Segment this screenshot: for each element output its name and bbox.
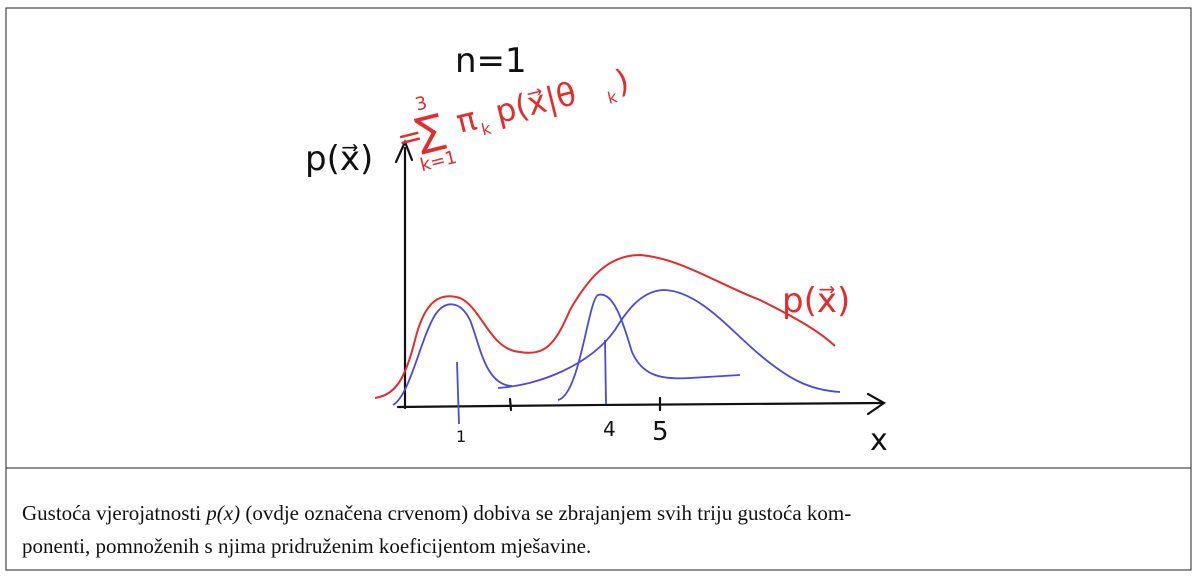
y-axis-label: p(x⃗) [305, 139, 373, 179]
caption-text: (ovdje označena crvenom) dobiva se zbraj… [240, 501, 851, 525]
marker [604, 339, 607, 405]
pi-k: k [479, 119, 493, 140]
x-axis-label: x [870, 423, 888, 458]
mixture-density [374, 253, 836, 399]
x-axis [396, 401, 884, 409]
x-tick-label: 1 [456, 427, 466, 446]
components [392, 289, 841, 425]
component-1 [392, 303, 513, 406]
tick [508, 397, 513, 412]
caption-math: p(x) [204, 501, 240, 525]
component-3 [557, 293, 741, 401]
axes [394, 139, 887, 416]
caption-text: Gustoća vjerojatnosti [22, 501, 206, 525]
x-arrow [866, 392, 887, 416]
n-label: n=1 [455, 41, 527, 81]
sum-upper: 3 [413, 92, 429, 115]
caption-line: Gustoća vjerojatnosti p(x) (ovdje označe… [22, 501, 851, 525]
curve-label: p(x⃗) [782, 281, 850, 321]
component-density: p(x⃗|θ [491, 74, 580, 131]
caption-line: ponenti, pomnoženih s njima pridruženim … [22, 534, 591, 558]
x-tick-label: 4 [603, 417, 616, 441]
marker [456, 361, 460, 425]
frame [5, 7, 1192, 571]
x-tick-label: 5 [652, 417, 669, 447]
y-arrow [394, 139, 414, 164]
pi: π [452, 99, 480, 141]
